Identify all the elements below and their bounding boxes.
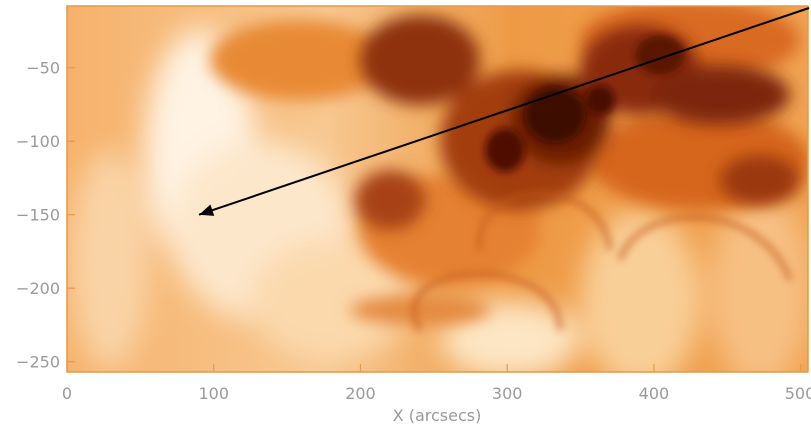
x-tick-label: 200 bbox=[345, 384, 376, 403]
y-tick-label: −100 bbox=[16, 132, 60, 151]
x-tick-label: 300 bbox=[492, 384, 523, 403]
arrow-line bbox=[198, 7, 810, 216]
x-tick-labels: 0 100 200 300 400 500 bbox=[62, 384, 811, 403]
axis-ticks bbox=[66, 67, 802, 372]
plot-frame bbox=[66, 5, 809, 373]
x-tick-label: 100 bbox=[198, 384, 229, 403]
x-axis-title: X (arcsecs) bbox=[393, 406, 482, 425]
y-tick-label: −150 bbox=[16, 206, 60, 225]
arrow-annotation bbox=[198, 7, 810, 216]
y-tick-labels: −50 −100 −150 −200 −250 bbox=[16, 59, 60, 372]
x-tick-label: 400 bbox=[639, 384, 670, 403]
y-tick-label: −250 bbox=[16, 353, 60, 372]
x-tick-label: 0 bbox=[62, 384, 72, 403]
x-tick-label: 500 bbox=[785, 384, 811, 403]
arrow-head-icon bbox=[199, 204, 215, 216]
y-tick-label: −200 bbox=[16, 279, 60, 298]
y-tick-label: −50 bbox=[26, 59, 60, 78]
solar-image bbox=[67, 6, 808, 372]
